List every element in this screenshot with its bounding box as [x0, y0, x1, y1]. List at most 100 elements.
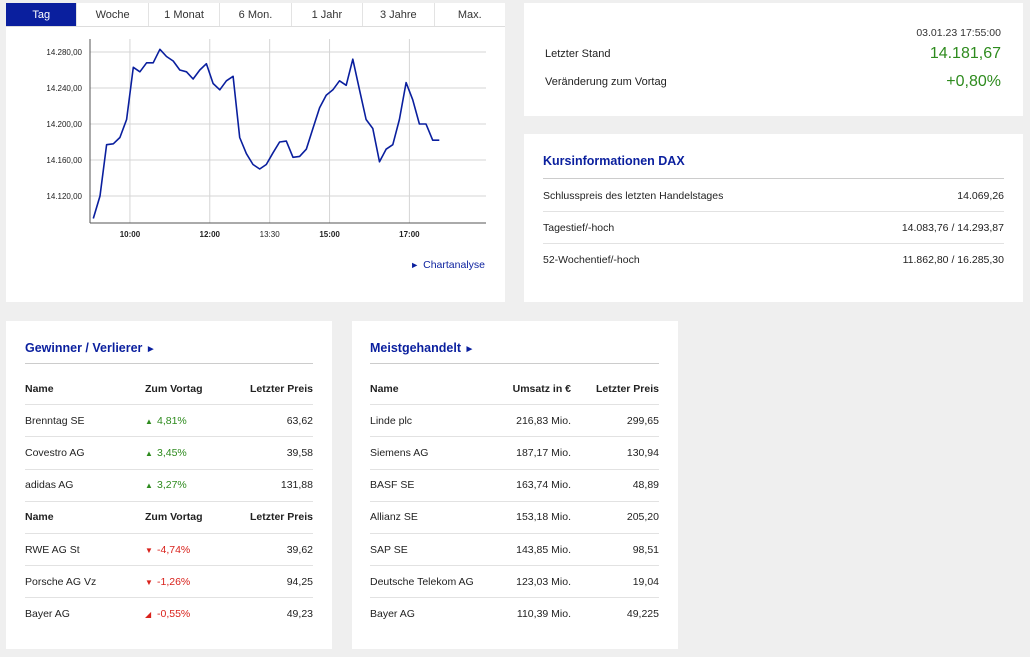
y-tick-label: 14.200,00: [46, 120, 82, 129]
table-row[interactable]: Deutsche Telekom AG 123,03 Mio. 19,04: [370, 566, 659, 599]
table-row[interactable]: adidas AG ▲ 3,27% 131,88: [25, 470, 313, 502]
info-row-52-wochen: 52-Wochentief/-hoch 11.862,80 / 16.285,3…: [543, 244, 1004, 276]
triangle-down-icon: ▼: [145, 545, 153, 555]
meistgehandelt-table: Name Umsatz in € Letzter Preis Linde plc…: [370, 373, 659, 631]
tab-6-mon[interactable]: 6 Mon.: [219, 3, 290, 26]
y-tick-label: 14.280,00: [46, 48, 82, 57]
table-header: Name Umsatz in € Letzter Preis: [370, 373, 659, 406]
meistgehandelt-card: Meistgehandelt ► Name Umsatz in € Letzte…: [352, 321, 678, 649]
change-value: 3,27%: [157, 479, 187, 492]
price-value: 131,88: [280, 479, 313, 492]
table-row[interactable]: Bayer AG 110,39 Mio. 49,225: [370, 598, 659, 630]
stock-name: Linde plc: [370, 414, 413, 427]
tab-woche[interactable]: Woche: [76, 3, 147, 26]
y-tick-label: 14.160,00: [46, 156, 82, 165]
table-header: Name Zum Vortag Letzter Preis: [25, 373, 313, 406]
title-divider: [370, 363, 659, 364]
price-value: 299,65: [626, 414, 659, 427]
header-name: Name: [25, 511, 54, 524]
price-value: 48,89: [632, 479, 659, 492]
meistgehandelt-title[interactable]: Meistgehandelt ►: [370, 341, 659, 355]
x-tick-label: 15:00: [319, 230, 340, 239]
tab-tag[interactable]: Tag: [6, 3, 77, 26]
title-divider: [25, 363, 313, 364]
tab-3-jahre[interactable]: 3 Jahre: [362, 3, 433, 26]
turnover-value: 123,03 Mio.: [516, 575, 571, 588]
turnover-value: 187,17 Mio.: [516, 446, 571, 459]
title-divider: [543, 178, 1004, 179]
tab-1-jahr[interactable]: 1 Jahr: [290, 3, 362, 26]
price-value: 130,94: [626, 446, 659, 459]
gewinner-verlierer-table: Name Zum Vortag Letzter Preis Brenntag S…: [25, 373, 313, 631]
triangle-up-icon: ▲: [145, 448, 153, 458]
turnover-value: 110,39 Mio.: [516, 608, 571, 621]
price-value: 39,58: [286, 446, 313, 459]
kursinformationen-card: Kursinformationen DAX Schlusspreis des l…: [524, 134, 1023, 302]
stock-name: Deutsche Telekom AG: [370, 575, 474, 588]
header-umsatz: Umsatz in €: [512, 382, 571, 395]
turnover-value: 216,83 Mio.: [516, 414, 571, 427]
quote-timestamp: 03.01.23 17:55:00: [916, 27, 1001, 39]
info-label: Tagestief/-hoch: [543, 221, 615, 234]
triangle-down-icon: ◢: [145, 610, 152, 620]
info-value: 11.862,80 / 16.285,30: [902, 254, 1004, 266]
chartanalyse-link[interactable]: ► Chartanalyse: [410, 259, 485, 271]
meistgehandelt-title-text: Meistgehandelt: [370, 341, 461, 355]
turnover-value: 163,74 Mio.: [516, 479, 571, 492]
stock-name: Porsche AG Vz: [25, 575, 97, 588]
tab-max[interactable]: Max.: [433, 3, 505, 26]
tab-1-monat[interactable]: 1 Monat: [147, 3, 219, 26]
change-label: Veränderung zum Vortag: [545, 76, 667, 88]
stock-name: adidas AG: [25, 479, 74, 492]
triangle-down-icon: ▼: [145, 577, 153, 587]
change-value: -1,26%: [157, 575, 191, 588]
gewinner-verlierer-title[interactable]: Gewinner / Verlierer ►: [25, 341, 313, 355]
stock-name: Bayer AG: [25, 608, 70, 621]
table-row[interactable]: RWE AG St ▼ -4,74% 39,62: [25, 534, 313, 567]
header-zum-vortag: Zum Vortag: [145, 511, 203, 524]
price-value: 63,62: [286, 414, 313, 427]
change-value: -4,74%: [157, 543, 191, 556]
header-zum-vortag: Zum Vortag: [145, 382, 203, 395]
price-value: 19,04: [632, 575, 659, 588]
table-row[interactable]: Linde plc 216,83 Mio. 299,65: [370, 405, 659, 438]
price-value: 49,23: [286, 608, 313, 621]
table-row[interactable]: SAP SE 143,85 Mio. 98,51: [370, 534, 659, 567]
table-row[interactable]: Porsche AG Vz ▼ -1,26% 94,25: [25, 566, 313, 599]
header-name: Name: [25, 382, 54, 395]
turnover-value: 153,18 Mio.: [516, 511, 571, 524]
x-tick-label: 12:00: [200, 230, 221, 239]
info-label: Schlusspreis des letzten Handelstages: [543, 189, 724, 202]
change-row: Veränderung zum Vortag +0,80%: [545, 73, 1001, 91]
table-row[interactable]: Brenntag SE ▲ 4,81% 63,62: [25, 405, 313, 438]
header-letzter-preis: Letzter Preis: [249, 511, 313, 524]
kursinformationen-title: Kursinformationen DAX: [543, 154, 685, 168]
stock-name: Allianz SE: [370, 511, 418, 524]
price-value: 39,62: [286, 543, 313, 556]
table-row[interactable]: Covestro AG ▲ 3,45% 39,58: [25, 437, 313, 470]
stock-name: Brenntag SE: [25, 414, 85, 427]
change-value: +0,80%: [946, 73, 1001, 90]
gewinner-verlierer-card: Gewinner / Verlierer ► Name Zum Vortag L…: [6, 321, 332, 649]
change-value: 3,45%: [157, 446, 187, 459]
gewinner-verlierer-title-text: Gewinner / Verlierer: [25, 341, 143, 355]
header-letzter-preis: Letzter Preis: [249, 382, 313, 395]
chartanalyse-label: Chartanalyse: [423, 259, 485, 271]
info-value: 14.069,26: [957, 189, 1004, 202]
change-value: -0,55%: [157, 608, 191, 621]
info-label: 52-Wochentief/-hoch: [543, 254, 640, 266]
table-row[interactable]: Siemens AG 187,17 Mio. 130,94: [370, 437, 659, 470]
info-value: 14.083,76 / 14.293,87: [901, 221, 1004, 234]
change-value: 4,81%: [157, 414, 187, 427]
series-line-dax: [92, 48, 440, 219]
last-value-label: Letzter Stand: [545, 48, 611, 60]
table-header: Name Zum Vortag Letzter Preis: [25, 502, 313, 534]
y-tick-label: 14.240,00: [46, 84, 82, 93]
table-row[interactable]: Bayer AG ◢ -0,55% 49,23: [25, 598, 313, 630]
price-value: 49,225: [626, 608, 659, 621]
table-row[interactable]: Allianz SE 153,18 Mio. 205,20: [370, 502, 659, 534]
last-value-row: Letzter Stand 14.181,67: [545, 45, 1001, 63]
table-row[interactable]: BASF SE 163,74 Mio. 48,89: [370, 470, 659, 502]
triangle-right-icon: ►: [410, 260, 420, 270]
header-name: Name: [370, 382, 399, 395]
